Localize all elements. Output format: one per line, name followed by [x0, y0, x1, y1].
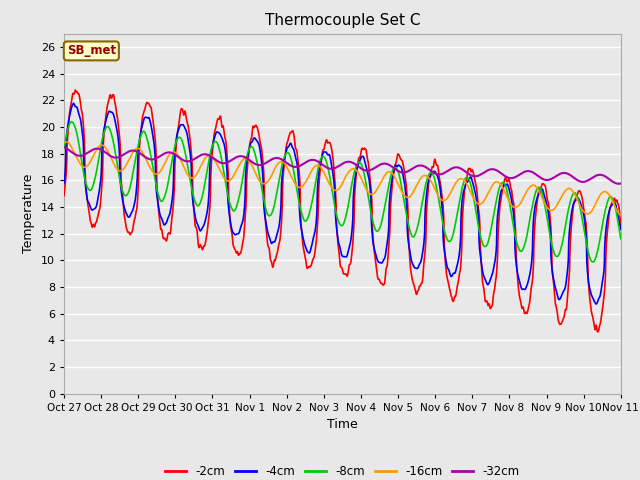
Title: Thermocouple Set C: Thermocouple Set C — [265, 13, 420, 28]
Legend: -2cm, -4cm, -8cm, -16cm, -32cm: -2cm, -4cm, -8cm, -16cm, -32cm — [160, 461, 525, 480]
X-axis label: Time: Time — [327, 418, 358, 431]
Text: SB_met: SB_met — [67, 44, 116, 58]
Y-axis label: Temperature: Temperature — [22, 174, 35, 253]
